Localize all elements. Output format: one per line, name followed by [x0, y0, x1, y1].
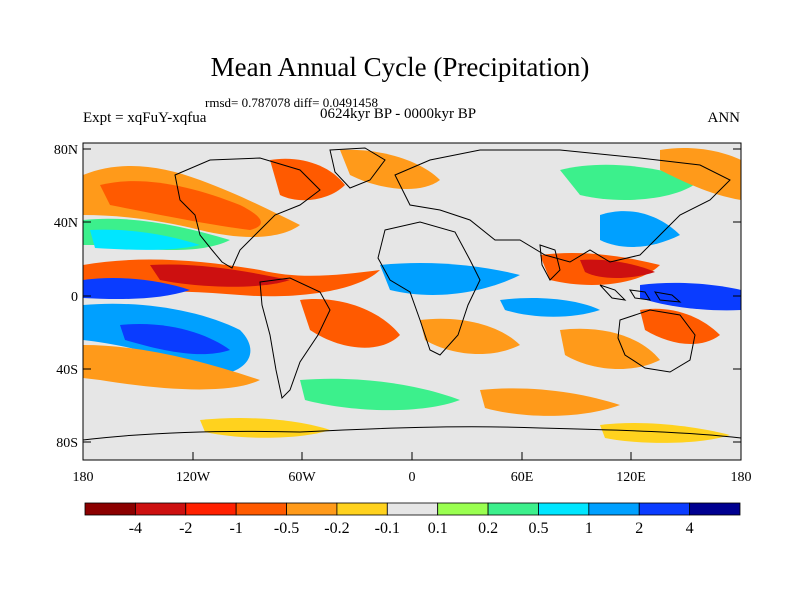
north-america-coast: [174, 157, 321, 269]
indonesia-coast: [599, 284, 682, 303]
field-region: [640, 308, 720, 345]
india-coast: [539, 244, 561, 281]
season-label: ANN: [707, 110, 741, 126]
field-region: [300, 378, 460, 411]
australia-coast: [617, 309, 696, 373]
field-region: [120, 324, 230, 355]
colorbar-swatch: [487, 502, 539, 516]
field-region: [300, 299, 400, 348]
colorbar-swatch: [185, 502, 237, 516]
colorbar-label: -0.2: [324, 520, 349, 537]
chart-title: Mean Annual Cycle (Precipitation): [210, 52, 590, 82]
period-label: 0624kyr BP - 0000kyr BP: [320, 106, 477, 122]
field-region: [420, 318, 520, 355]
x-tick-label: 120E: [616, 470, 646, 485]
field-region: [500, 298, 600, 317]
colorbar-label: -2: [179, 520, 192, 537]
colorbar-swatch: [437, 502, 489, 516]
africa-coast: [377, 221, 481, 356]
y-tick-label: 80S: [56, 436, 78, 451]
colorbar-swatch: [588, 502, 640, 516]
field-region: [380, 263, 520, 295]
colorbar-swatch: [235, 502, 287, 516]
colorbar-swatch: [638, 502, 691, 516]
colorbar-label: 1: [585, 520, 593, 537]
field-region: [560, 164, 700, 200]
y-tick-label: 80N: [54, 143, 78, 158]
colorbar-label: -0.1: [375, 520, 400, 537]
colorbar-label: -4: [129, 520, 142, 537]
greenland-coast: [329, 147, 386, 189]
field-region: [600, 211, 680, 247]
colorbar-swatch: [286, 502, 338, 516]
colorbar-swatch: [386, 502, 439, 516]
x-tick-label: 60E: [511, 470, 534, 485]
field-region: [200, 418, 330, 438]
colorbar-label: 4: [686, 520, 694, 537]
south-america-coast: [259, 277, 331, 400]
colorbar-label: -1: [229, 520, 242, 537]
field-region: [640, 282, 741, 311]
field-region: [83, 345, 260, 390]
precip-field: [83, 143, 741, 460]
colorbar-swatch: [84, 502, 136, 516]
x-tick-label: 180: [731, 470, 752, 485]
field-region: [100, 181, 261, 230]
field-region: [270, 158, 345, 201]
field-region: [560, 328, 660, 370]
x-tick-label: 180: [73, 470, 94, 485]
antarctica-coast: [83, 426, 741, 441]
field-region: [600, 423, 730, 443]
x-tick-label: 0: [409, 470, 416, 485]
field-region: [580, 259, 655, 278]
colorbar-swatch: [689, 502, 741, 516]
colorbar: -4 -2 -1 -0.5 -0.2 -0.1 0.1 0.2 0.5 1 2 4: [84, 502, 741, 537]
experiment-label: Expt = xqFuY-xqfua: [83, 110, 207, 126]
coastlines: [83, 147, 741, 441]
colorbar-label: 0.1: [428, 520, 448, 537]
y-axis: 80N 40N 0 40S 80S: [54, 143, 741, 451]
eurasia-coast: [394, 149, 731, 263]
field-region: [150, 264, 290, 287]
y-tick-label: 40S: [56, 363, 78, 378]
field-region: [83, 278, 190, 300]
x-axis: 180 120W 60W 0 60E 120E 180: [73, 452, 752, 485]
x-tick-label: 60W: [288, 470, 316, 485]
field-region: [660, 148, 741, 200]
stats-label: rmsd= 0.787078 diff= 0.0491458: [205, 95, 378, 110]
field-region: [340, 149, 440, 190]
field-region: [90, 229, 200, 250]
colorbar-label: 0.5: [528, 520, 548, 537]
colorbar-swatch: [134, 502, 187, 516]
colorbar-swatch: [538, 502, 590, 516]
y-tick-label: 40N: [54, 216, 78, 231]
x-tick-label: 120W: [176, 470, 211, 485]
colorbar-label: 0.2: [478, 520, 498, 537]
colorbar-label: -0.5: [274, 520, 299, 537]
colorbar-label: 2: [635, 520, 643, 537]
colorbar-swatch: [336, 502, 388, 516]
field-region: [480, 388, 620, 416]
y-tick-label: 0: [71, 290, 78, 305]
